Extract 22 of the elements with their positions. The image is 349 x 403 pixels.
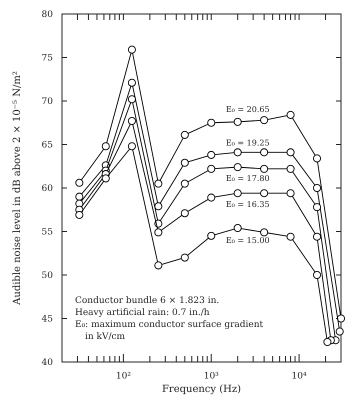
series-label: E₀ = 19.25 bbox=[226, 138, 270, 148]
series-label: E₀ = 16.35 bbox=[226, 200, 270, 210]
series-label: E₀ = 15.00 bbox=[226, 236, 270, 246]
y-tick-label: 40 bbox=[42, 358, 54, 368]
y-tick-label: 50 bbox=[42, 270, 54, 281]
y-tick-label: 60 bbox=[42, 184, 54, 194]
annotation: E₀: maximum conductor surface gradient in kV/cm bbox=[75, 320, 264, 342]
y-tick-label: 80 bbox=[42, 10, 54, 20]
y-tick-label: 70 bbox=[42, 96, 54, 107]
x-tick-label: 10² bbox=[116, 371, 132, 382]
y-tick-label: 65 bbox=[42, 140, 54, 150]
x-tick-label: 10³ bbox=[204, 371, 220, 382]
y-axis-title: Audible noise level in dB above 2 × 10⁻⁵ N/m² bbox=[12, 71, 23, 306]
y-tick-label: 45 bbox=[42, 314, 54, 324]
y-tick-label: 75 bbox=[42, 53, 54, 64]
x-axis-title: Frequency (Hz) bbox=[162, 384, 242, 395]
annotation: Heavy artificial rain: 0.7 in./h bbox=[75, 308, 210, 318]
x-tick-label: 10⁴ bbox=[292, 371, 308, 382]
annotation: Conductor bundle 6 × 1.823 in. bbox=[75, 296, 220, 306]
series-label: E₀ = 17.80 bbox=[226, 174, 270, 184]
series-label: E₀ = 20.65 bbox=[226, 104, 270, 114]
y-tick-label: 55 bbox=[42, 227, 54, 238]
